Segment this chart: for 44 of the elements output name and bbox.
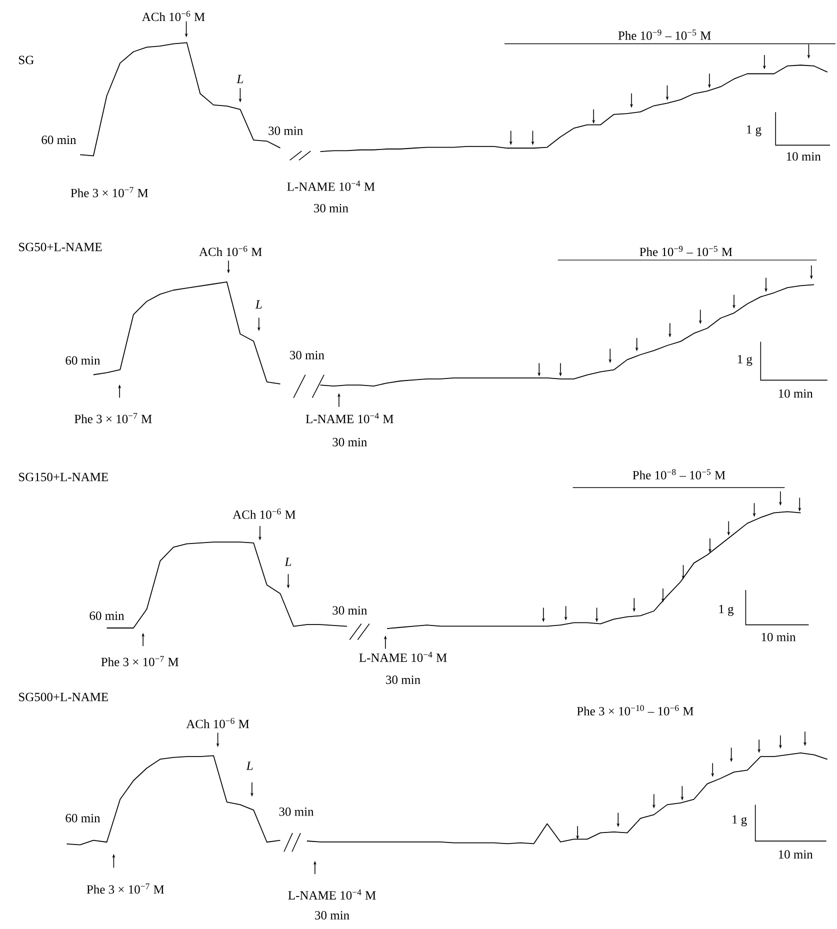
text: SG bbox=[19, 56, 34, 64]
annotation: 30 min bbox=[268, 126, 303, 135]
text: 10 min bbox=[762, 632, 796, 642]
annotation: 60 min bbox=[66, 356, 100, 365]
annotation: 60 min bbox=[42, 136, 76, 144]
annotation: L bbox=[284, 558, 292, 566]
text: Phe 3 × 10$^{−7}$ M bbox=[74, 412, 152, 424]
text: 10 min bbox=[778, 850, 813, 859]
text: Phe 3 × 10$^{−10}$ – 10$^{−6}$ M bbox=[577, 705, 694, 716]
annotation: 1 g bbox=[732, 815, 747, 826]
text: 10 min bbox=[778, 389, 813, 398]
text: ACh 10$^{−6}$ M bbox=[186, 718, 250, 728]
annotation: 1 g bbox=[719, 604, 734, 616]
text: Phe 3 × 10$^{−7}$ M bbox=[86, 883, 164, 894]
text: L-NAME 10$^{−4}$ M bbox=[288, 889, 376, 900]
text: L-NAME 10$^{−4}$ M bbox=[359, 652, 447, 662]
text: Phe 3 × 10$^{−7}$ M bbox=[70, 187, 148, 198]
text: Phe 10$^{−8}$ – 10$^{−5}$ M bbox=[632, 469, 726, 480]
text: ACh 10$^{−6}$ M bbox=[142, 10, 205, 22]
annotation: L bbox=[255, 300, 262, 308]
text: L-NAME 10$^{−4}$ M bbox=[306, 412, 394, 424]
text: L-NAME 10$^{−4}$ M bbox=[287, 180, 375, 191]
text: 30 min bbox=[315, 911, 350, 920]
text: Phe 10$^{−9}$ – 10$^{−5}$ M bbox=[618, 30, 711, 40]
text: 10 min bbox=[786, 152, 821, 161]
annotation: 1 g bbox=[738, 354, 752, 366]
text: Phe 10$^{−9}$ – 10$^{−5}$ M bbox=[640, 246, 732, 256]
text: 30 min bbox=[386, 676, 420, 684]
annotation: L bbox=[246, 762, 253, 770]
annotation: 1 g bbox=[747, 125, 762, 136]
annotation: 30 min bbox=[279, 807, 314, 816]
annotation: 30 min bbox=[332, 606, 367, 615]
text: 30 min bbox=[332, 438, 367, 446]
text: ACh 10$^{−6}$ M bbox=[199, 246, 262, 256]
text: Phe 3 × 10$^{−7}$ M bbox=[101, 656, 178, 666]
chart-title: SG50+L-NAME bbox=[19, 242, 102, 252]
annotation: 60 min bbox=[90, 612, 124, 620]
text: 30 min bbox=[314, 204, 348, 212]
chart-title: SG150+L-NAME bbox=[19, 472, 108, 482]
annotation: 30 min bbox=[290, 350, 324, 360]
chart-title: SG500+L-NAME bbox=[19, 692, 108, 702]
annotation: L bbox=[236, 74, 244, 84]
text: ACh 10$^{−6}$ M bbox=[232, 508, 296, 519]
annotation: 60 min bbox=[66, 814, 100, 822]
